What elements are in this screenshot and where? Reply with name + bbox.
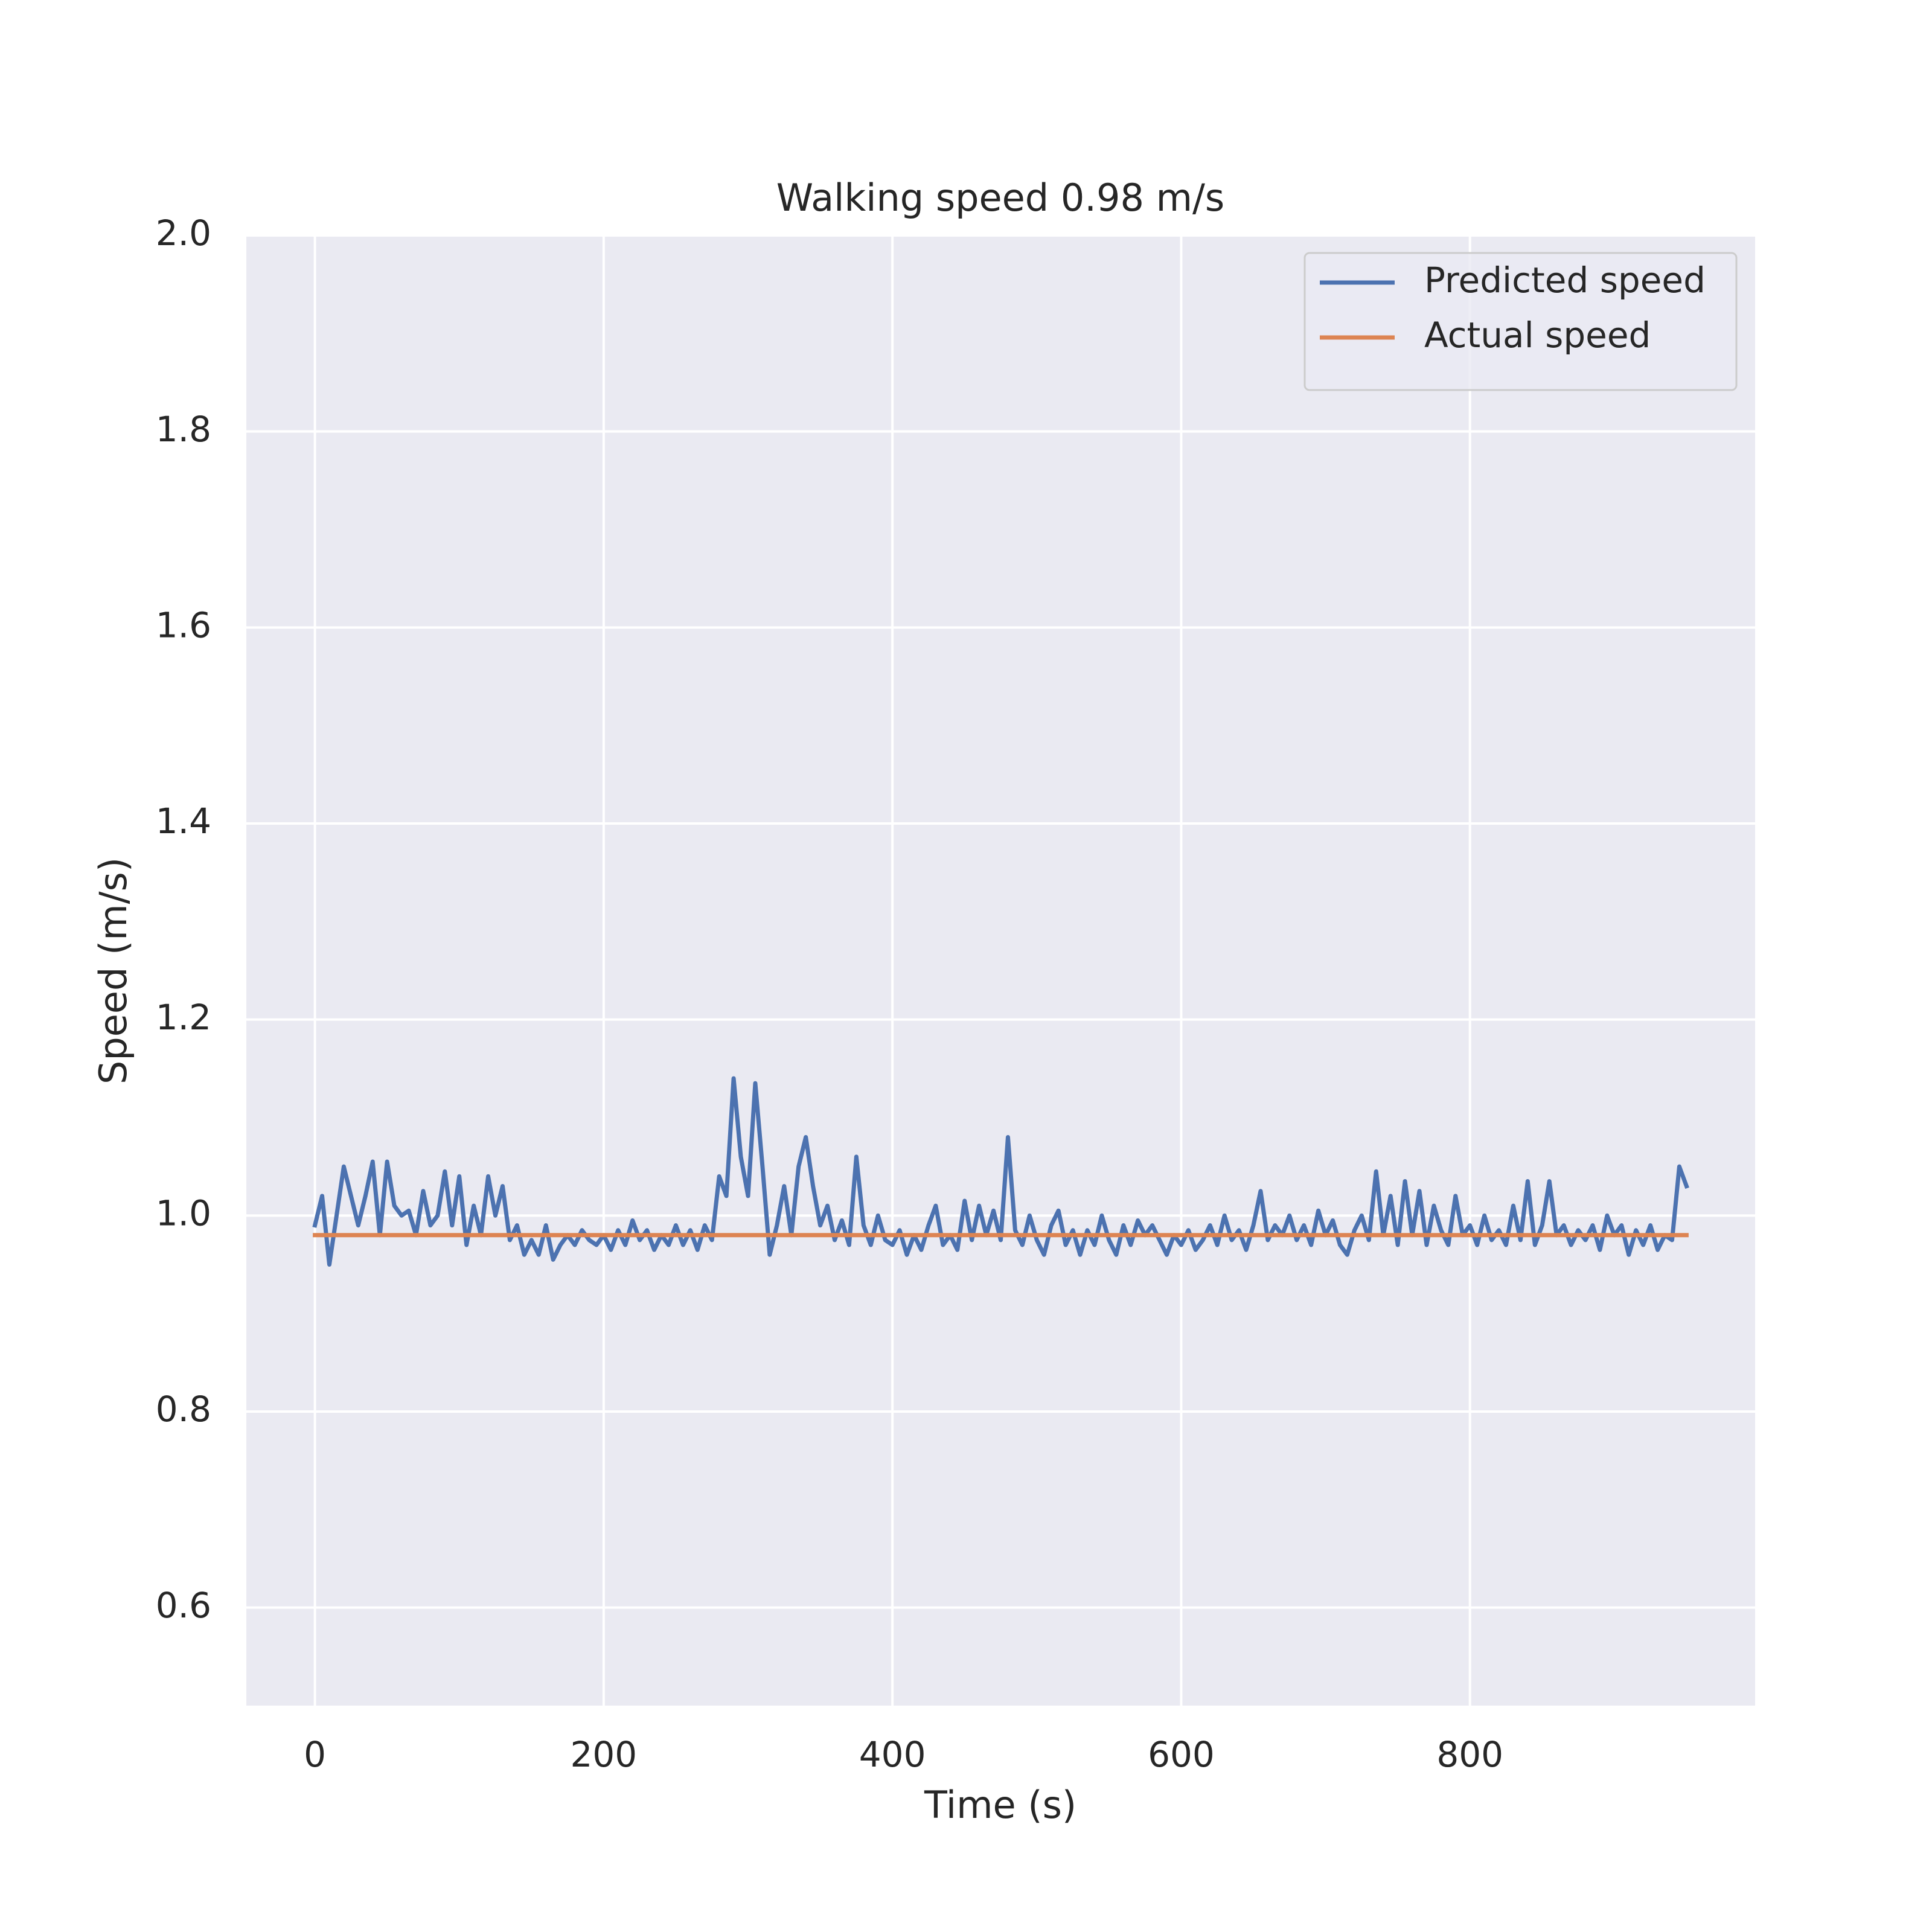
y-tick-label: 1.4 xyxy=(156,801,211,842)
x-axis-label: Time (s) xyxy=(924,1783,1076,1827)
x-tick-label: 800 xyxy=(1436,1734,1503,1775)
legend-box xyxy=(1303,252,1738,391)
legend-label: Actual speed xyxy=(1424,315,1651,356)
legend-label: Predicted speed xyxy=(1424,260,1706,301)
plot-area xyxy=(246,235,1755,1706)
y-tick-label: 2.0 xyxy=(156,213,211,254)
y-tick-label: 1.0 xyxy=(156,1192,211,1233)
x-tick-label: 400 xyxy=(859,1734,926,1775)
y-axis-label: Speed (m/s) xyxy=(91,857,135,1084)
x-tick-label: 0 xyxy=(304,1734,326,1775)
y-tick-label: 0.6 xyxy=(156,1585,211,1626)
y-tick-label: 0.8 xyxy=(156,1389,211,1430)
y-tick-label: 1.2 xyxy=(156,997,211,1038)
y-tick-label: 1.6 xyxy=(156,604,211,645)
y-tick-label: 1.8 xyxy=(156,409,211,450)
x-tick-label: 200 xyxy=(571,1734,638,1775)
chart-title: Walking speed 0.98 m/s xyxy=(776,176,1224,220)
x-tick-label: 600 xyxy=(1148,1734,1215,1775)
